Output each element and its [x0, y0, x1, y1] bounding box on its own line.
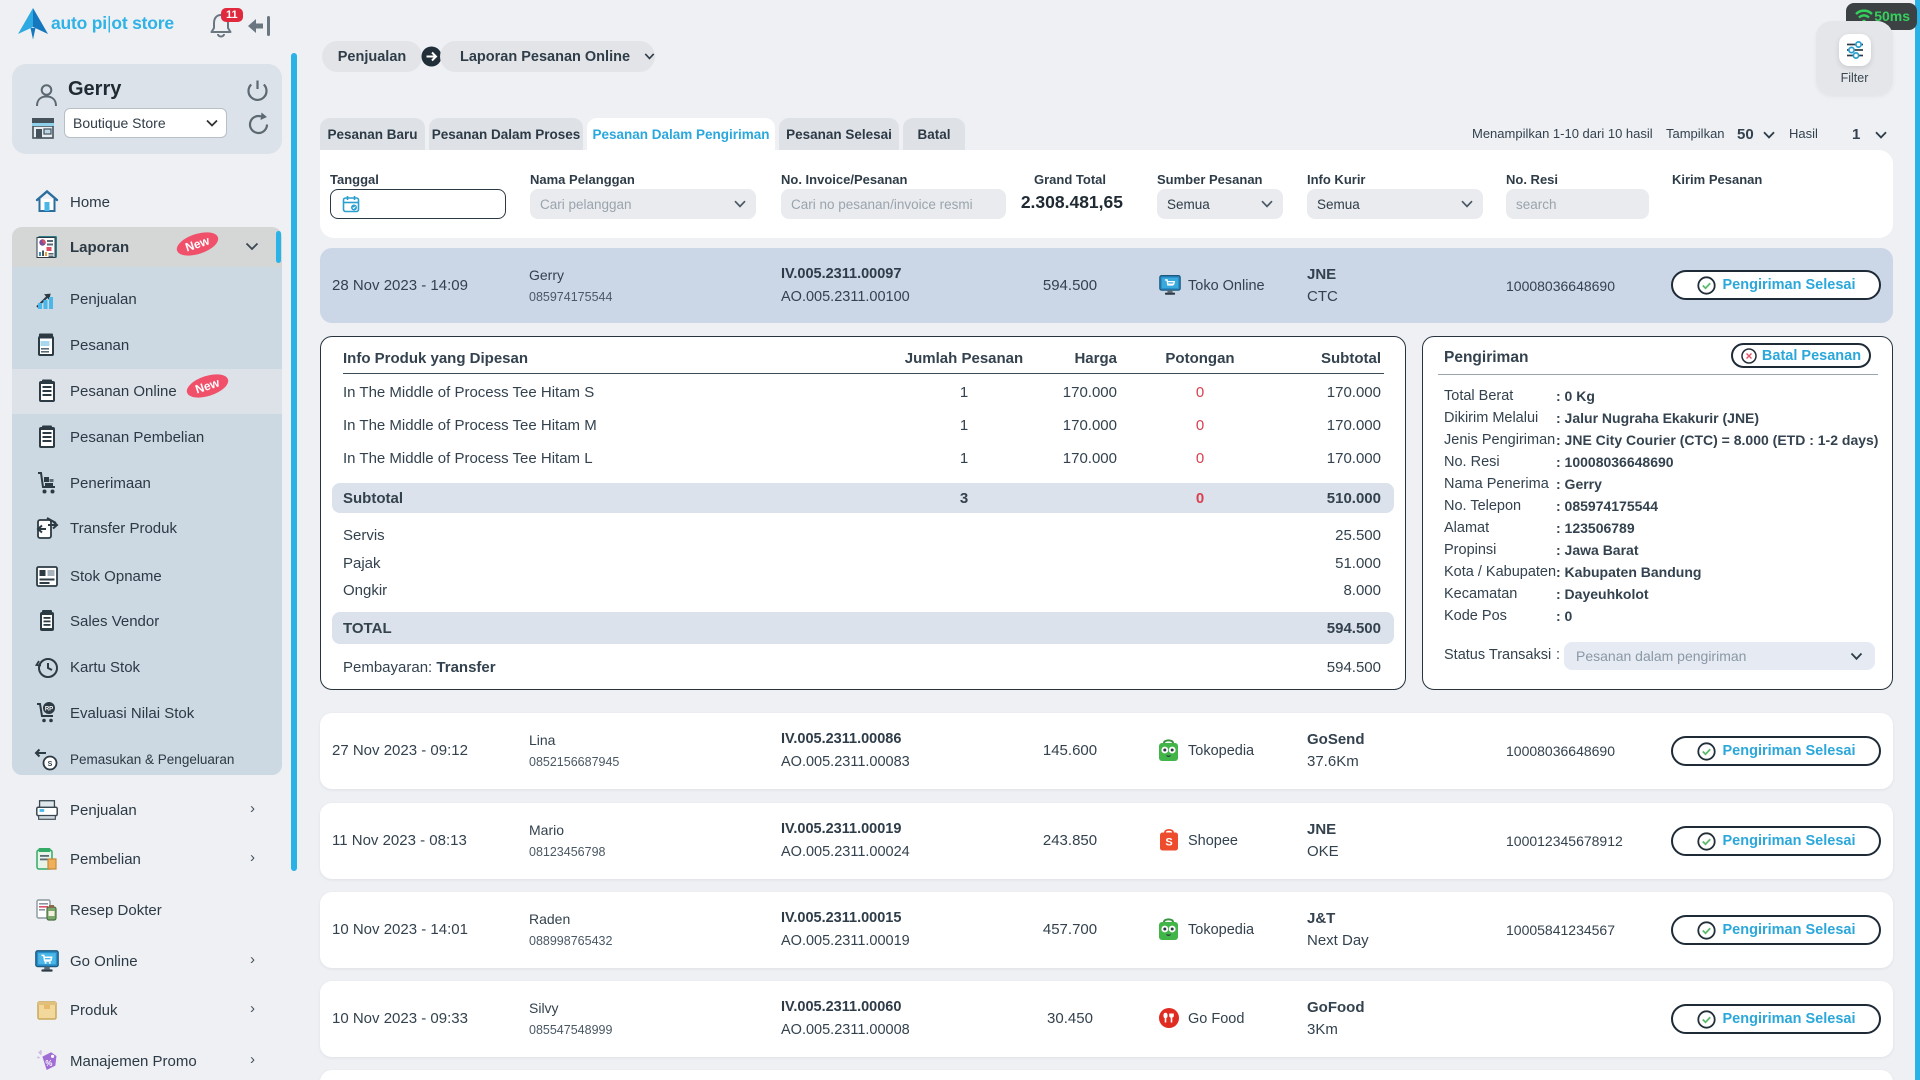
svg-text:S: S — [48, 761, 53, 768]
svg-text:RP: RP — [45, 707, 53, 713]
svg-text:%: % — [45, 1059, 52, 1068]
svg-text:S: S — [1165, 837, 1172, 849]
